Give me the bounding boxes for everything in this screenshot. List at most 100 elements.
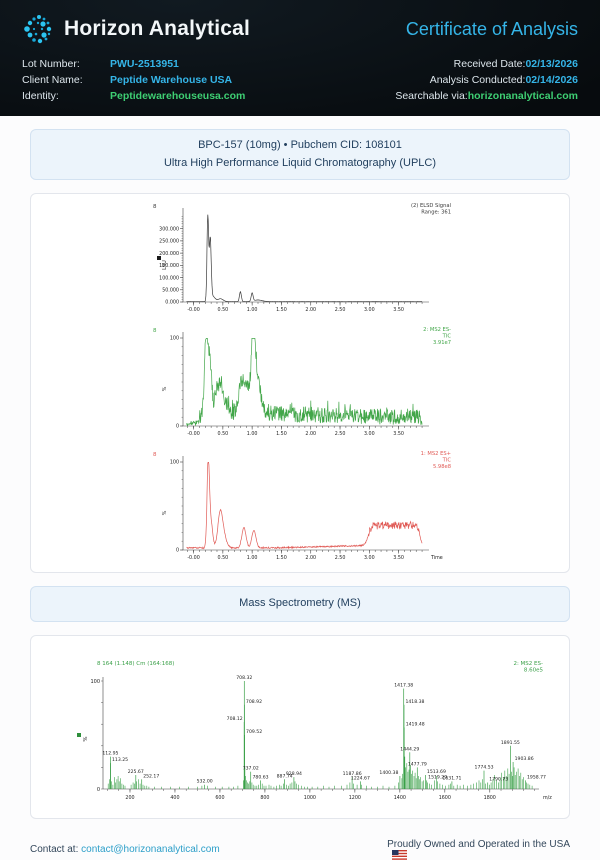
mass-spectrum-plot: 8 164 (1.148) Cm (164:168) 2: MS2 ES-8.60…	[77, 661, 552, 801]
svg-text:708.32: 708.32	[236, 675, 252, 681]
svg-text:200.000: 200.000	[159, 251, 179, 257]
svg-text:1417.38: 1417.38	[394, 682, 413, 688]
svg-text:m/z: m/z	[543, 795, 552, 801]
header-fields-left: Lot Number: PWU-2513951 Client Name: Pep…	[22, 56, 245, 104]
svg-text:1.00: 1.00	[247, 431, 258, 437]
svg-text:3.00: 3.00	[364, 431, 375, 437]
sample-title: BPC-157 (10mg) • Pubchem CID: 108101	[198, 139, 402, 151]
svg-text:3.00: 3.00	[364, 555, 375, 561]
svg-text:1.50: 1.50	[276, 431, 287, 437]
svg-text:Time: Time	[430, 555, 443, 561]
svg-text:8: 8	[153, 328, 157, 334]
footer-contact: Contact at: contact@horizonanalytical.co…	[30, 844, 220, 855]
identity-label: Identity:	[22, 90, 59, 102]
brand-logo-icon	[22, 13, 54, 45]
brand-name: Horizon Analytical	[64, 17, 251, 40]
identity-row: Identity: Peptidewarehouseusa.com	[22, 88, 245, 104]
svg-text:2.00: 2.00	[305, 431, 316, 437]
svg-text:1800: 1800	[484, 795, 496, 801]
svg-text:1958.77: 1958.77	[527, 774, 546, 780]
svg-text:2: MS2 ES-: 2: MS2 ES-	[513, 661, 543, 667]
svg-text:1400: 1400	[394, 795, 406, 801]
received-date-row: Received Date:02/13/2026	[395, 56, 578, 72]
svg-text:1903.86: 1903.86	[515, 756, 534, 762]
svg-text:1.00: 1.00	[247, 555, 258, 561]
svg-text:1400.38: 1400.38	[379, 770, 398, 776]
svg-text:1774.53: 1774.53	[475, 764, 494, 770]
contact-email-link[interactable]: contact@horizonanalytical.com	[81, 843, 220, 855]
svg-text:1600: 1600	[439, 795, 451, 801]
svg-text:250.000: 250.000	[159, 239, 179, 245]
svg-text:100: 100	[170, 460, 179, 466]
svg-text:0: 0	[176, 424, 179, 430]
tic-es-positive-chromatogram: -0.00 0.50 1.00 1.50 2.00 2.50 3.00 3.50 Time 0 10…	[153, 451, 452, 561]
svg-text:928.94: 928.94	[286, 771, 302, 777]
svg-text:50.000: 50.000	[162, 288, 179, 294]
searchable-row: Searchable via:horizonanalytical.com	[395, 88, 578, 104]
ms-section-title: Mass Spectrometry (MS)	[239, 597, 361, 610]
svg-text:709.52: 709.52	[246, 729, 262, 735]
sample-info-card: BPC-157 (10mg) • Pubchem CID: 108101 Ult…	[30, 129, 570, 181]
svg-text:-0.00: -0.00	[187, 555, 199, 561]
svg-text:0.50: 0.50	[218, 555, 229, 561]
certificate-title: Certificate of Analysis	[405, 18, 578, 39]
svg-text:3.50: 3.50	[393, 431, 404, 437]
svg-text:3.50: 3.50	[393, 555, 404, 561]
main-content: BPC-157 (10mg) • Pubchem CID: 108101 Ult…	[0, 129, 600, 819]
lot-number-row: Lot Number: PWU-2513951	[22, 56, 245, 72]
svg-text:2.00: 2.00	[305, 307, 316, 313]
client-name-value: Peptide Warehouse USA	[110, 74, 233, 86]
svg-text:1891.55: 1891.55	[501, 740, 520, 746]
svg-text:5.98e8: 5.98e8	[433, 464, 451, 470]
svg-text:300.000: 300.000	[159, 227, 179, 233]
uplc-section-title: Ultra High Performance Liquid Chromatogr…	[163, 156, 437, 169]
header-info: Lot Number: PWU-2513951 Client Name: Pep…	[22, 56, 578, 104]
svg-text:1419.48: 1419.48	[406, 721, 425, 727]
svg-text:3.50: 3.50	[393, 307, 404, 313]
svg-text:%: %	[83, 736, 89, 741]
svg-text:1790.73: 1790.73	[489, 776, 508, 782]
svg-text:0: 0	[176, 548, 179, 554]
svg-text:2.50: 2.50	[335, 307, 346, 313]
svg-text:1.00: 1.00	[247, 307, 258, 313]
svg-text:-0.00: -0.00	[187, 431, 199, 437]
svg-text:2: MS2 ES-: 2: MS2 ES-	[423, 327, 451, 333]
svg-text:150.000: 150.000	[159, 263, 179, 269]
svg-text:737.02: 737.02	[243, 766, 259, 772]
svg-text:0: 0	[97, 787, 100, 793]
ms-panel: 8 164 (1.148) Cm (164:168) 2: MS2 ES- 8.60…	[30, 634, 570, 819]
svg-text:1200: 1200	[349, 795, 361, 801]
svg-text:8.60e5: 8.60e5	[524, 667, 544, 673]
svg-text:225.67: 225.67	[128, 769, 144, 775]
tic-es-negative-chromatogram: -0.00 0.50 1.00 1.50 2.00 2.50 3.00 3.50 0 100% 8 2…	[153, 327, 451, 437]
svg-text:8: 8	[153, 204, 157, 210]
svg-text:708.92: 708.92	[246, 699, 262, 705]
svg-text:2.50: 2.50	[335, 555, 346, 561]
svg-text:LSU: LSU	[162, 260, 168, 270]
svg-text:252.17: 252.17	[143, 773, 159, 779]
svg-text:1.50: 1.50	[276, 307, 287, 313]
svg-text:1224.67: 1224.67	[351, 775, 370, 781]
svg-text:1: MS2 ES+: 1: MS2 ES+	[421, 451, 451, 457]
svg-text:112.95: 112.95	[102, 750, 118, 756]
searchable-value: horizonanalytical.com	[467, 90, 578, 102]
analysis-date-label: Analysis Conducted:	[429, 74, 526, 86]
svg-text:%: %	[162, 511, 168, 516]
usa-flag-icon	[392, 849, 408, 860]
brand-row: Horizon Analytical Certificate of Analys…	[22, 13, 578, 45]
svg-text:1187.86: 1187.86	[343, 771, 362, 777]
svg-text:3.00: 3.00	[364, 307, 375, 313]
svg-text:1631.71: 1631.71	[442, 775, 461, 781]
footer-right: Proudly Owned and Operated in the USA	[387, 839, 570, 860]
svg-text:1477.79: 1477.79	[408, 761, 427, 767]
svg-text:1444.29: 1444.29	[400, 746, 419, 752]
footer-right-text: Proudly Owned and Operated in the USA	[387, 838, 570, 850]
svg-text:TIC: TIC	[442, 458, 452, 464]
svg-text:0.50: 0.50	[218, 431, 229, 437]
svg-text:8: 8	[153, 452, 157, 458]
uplc-panel: -0.00 0.50 1.00 1.50 2.00 2.50 3.00 3.50 0.000 50…	[30, 193, 570, 574]
svg-text:100: 100	[90, 679, 100, 685]
svg-text:1000: 1000	[304, 795, 316, 801]
client-name-row: Client Name: Peptide Warehouse USA	[22, 72, 245, 88]
svg-text:1519.29: 1519.29	[428, 774, 447, 780]
